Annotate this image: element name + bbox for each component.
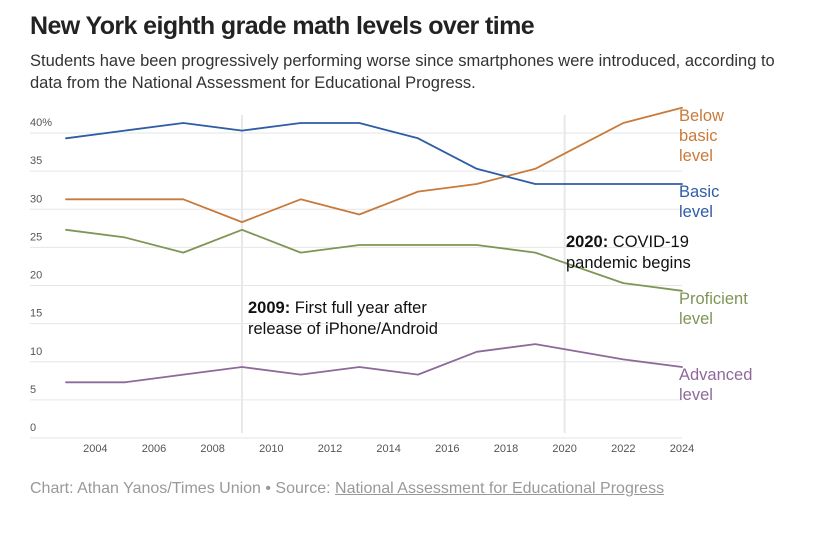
- series-label-line: Basic: [679, 183, 719, 201]
- x-tick-label: 2006: [142, 443, 166, 455]
- annotation-line1: COVID-19: [608, 233, 689, 251]
- x-tick-label: 2016: [435, 443, 459, 455]
- x-tick-label: 2018: [494, 443, 518, 455]
- x-tick-label: 2010: [259, 443, 283, 455]
- series-labels: Below basic level Basic level Proficient level…: [679, 107, 752, 404]
- x-tick-label: 2004: [83, 443, 107, 455]
- series-line: [65, 122, 683, 185]
- x-tick-label: 2012: [318, 443, 342, 455]
- x-tick-label: 2024: [670, 443, 694, 455]
- annotation-text: release of iPhone/Android: [248, 320, 438, 338]
- x-tick-label: 2022: [611, 443, 635, 455]
- y-axis: 0 5 10 15 20 25 30 35 40%: [30, 117, 52, 434]
- series-label: Proficient level: [679, 290, 748, 328]
- series-label-line: Advanced: [679, 366, 752, 384]
- x-tick-label: 2008: [200, 443, 224, 455]
- y-tick-label: 30: [30, 193, 42, 205]
- series-label-line: level: [679, 203, 713, 221]
- chart-footer: Chart: Athan Yanos/Times Union • Source:…: [30, 480, 800, 497]
- grid-lines: [30, 132, 682, 439]
- x-tick-label: 2014: [376, 443, 400, 455]
- annotation-year: 2020:: [566, 233, 608, 251]
- x-tick-label: 2020: [552, 443, 576, 455]
- annotations: 2009: First full year after release of iP…: [248, 233, 691, 338]
- series-line: [65, 228, 683, 292]
- y-tick-label: 40%: [30, 117, 52, 129]
- chart-subtitle: Students have been progressively perform…: [30, 52, 775, 92]
- series-label: Advanced level: [679, 366, 752, 404]
- annotation-line1: First full year after: [290, 299, 427, 317]
- source-link[interactable]: National Assessment for Educational Prog…: [335, 480, 665, 497]
- reference-lines: [241, 115, 566, 433]
- annotation-text: 2020: COVID-19: [566, 233, 689, 251]
- series-label: Below basic level: [679, 107, 724, 165]
- annotation-text: 2009: First full year after: [248, 299, 427, 317]
- series-label-line: Proficient: [679, 290, 748, 308]
- series-label: Basic level: [679, 183, 719, 221]
- series-label-line: level: [679, 386, 713, 404]
- series-label-line: level: [679, 310, 713, 328]
- series-label-line: level: [679, 147, 713, 165]
- y-tick-label: 35: [30, 155, 42, 167]
- y-tick-label: 0: [30, 422, 36, 434]
- series-lines: [65, 106, 683, 384]
- annotation-year: 2009:: [248, 299, 290, 317]
- y-tick-label: 25: [30, 231, 42, 243]
- series-line: [65, 343, 683, 384]
- y-tick-label: 15: [30, 308, 42, 320]
- series-line: [65, 106, 683, 224]
- chart-title: New York eighth grade math levels over t…: [30, 12, 535, 40]
- x-axis: 2004 2006 2008 2010 2012 2014 2016 2018 2020 2022…: [83, 443, 694, 455]
- footer-credit: Chart: Athan Yanos/Times Union • Source:: [30, 480, 336, 497]
- series-label-line: basic: [679, 127, 718, 145]
- series-label-line: Below: [679, 107, 724, 125]
- y-tick-label: 10: [30, 346, 42, 358]
- y-tick-label: 20: [30, 270, 42, 282]
- annotation-text: pandemic begins: [566, 254, 691, 272]
- y-tick-label: 5: [30, 384, 36, 396]
